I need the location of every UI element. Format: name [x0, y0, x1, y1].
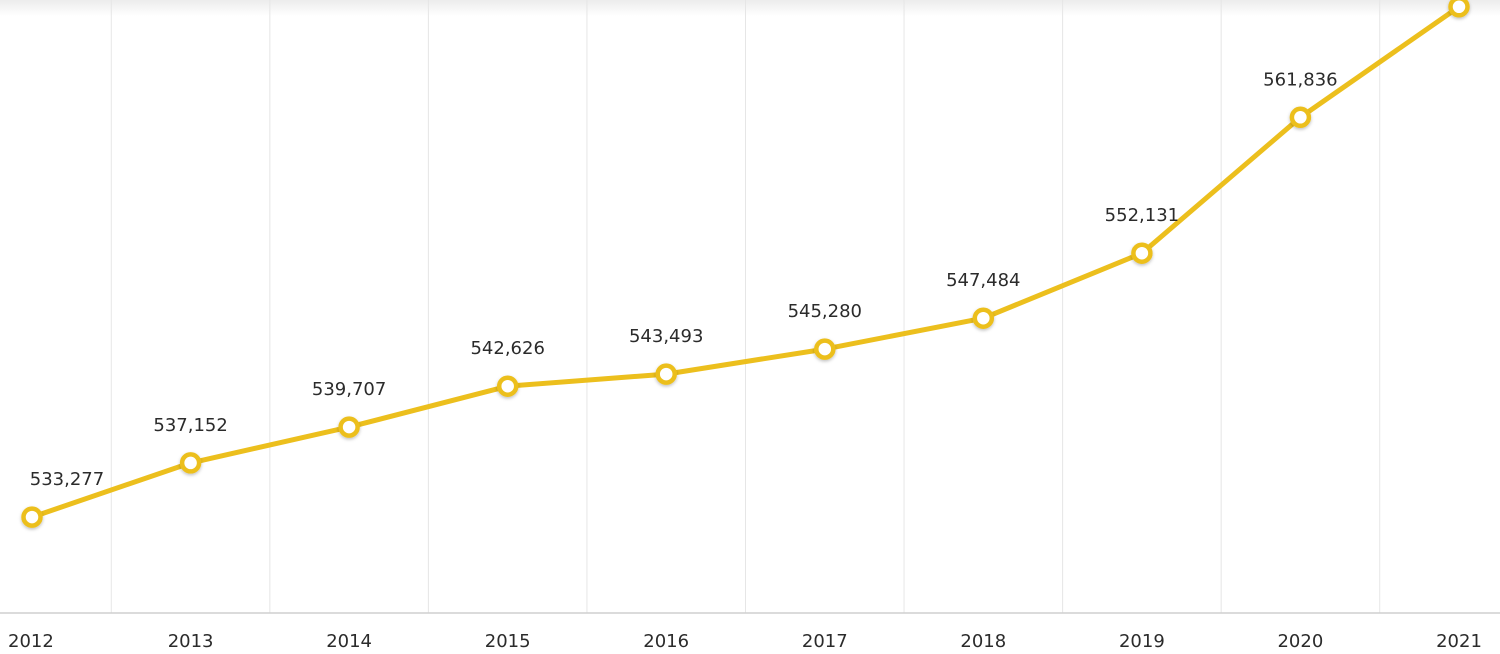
data-point-2021: [1448, 0, 1470, 18]
x-tick-label-2021: 2021: [1436, 631, 1482, 652]
data-point-2016: [655, 363, 677, 385]
data-label-2015: 542,626: [470, 338, 544, 359]
data-label-2013: 537,152: [153, 415, 227, 436]
x-tick-labels: 2012 2013 2014 2015 2016 2017 2018 2019 2020 2021: [8, 631, 1482, 652]
data-point-2020: [1289, 106, 1312, 129]
x-tick-label-2019: 2019: [1119, 631, 1165, 652]
data-point-2019: [1131, 242, 1153, 264]
series-line: [29, 4, 1462, 520]
data-label-2016: 543,493: [629, 326, 703, 347]
data-label-2018: 547,484: [946, 270, 1020, 291]
grid: [110, 0, 1381, 613]
x-tick-label-2012: 2012: [8, 631, 54, 652]
data-point-2014: [338, 416, 360, 438]
data-label-2019: 552,131: [1105, 205, 1179, 226]
x-tick-label-2015: 2015: [485, 631, 531, 652]
data-points: [21, 0, 1470, 528]
x-tick-label-2013: 2013: [168, 631, 214, 652]
x-tick-label-2016: 2016: [643, 631, 689, 652]
data-label-2014: 539,707: [312, 379, 386, 400]
data-labels: 533,277 537,152 539,707 542,626 543,493 545,2…: [30, 69, 1338, 490]
data-point-2012: [21, 506, 43, 528]
data-point-2015: [496, 375, 519, 397]
data-point-2018: [972, 307, 995, 329]
data-point-2013: [179, 452, 202, 474]
data-point-2017: [814, 338, 836, 360]
data-label-2020: 561,836: [1263, 69, 1337, 90]
data-label-2012: 533,277: [30, 469, 104, 490]
x-tick-label-2020: 2020: [1277, 631, 1323, 652]
x-tick-label-2018: 2018: [960, 631, 1006, 652]
x-tick-label-2014: 2014: [326, 631, 372, 652]
data-label-2017: 545,280: [788, 301, 862, 322]
x-tick-label-2017: 2017: [802, 631, 848, 652]
